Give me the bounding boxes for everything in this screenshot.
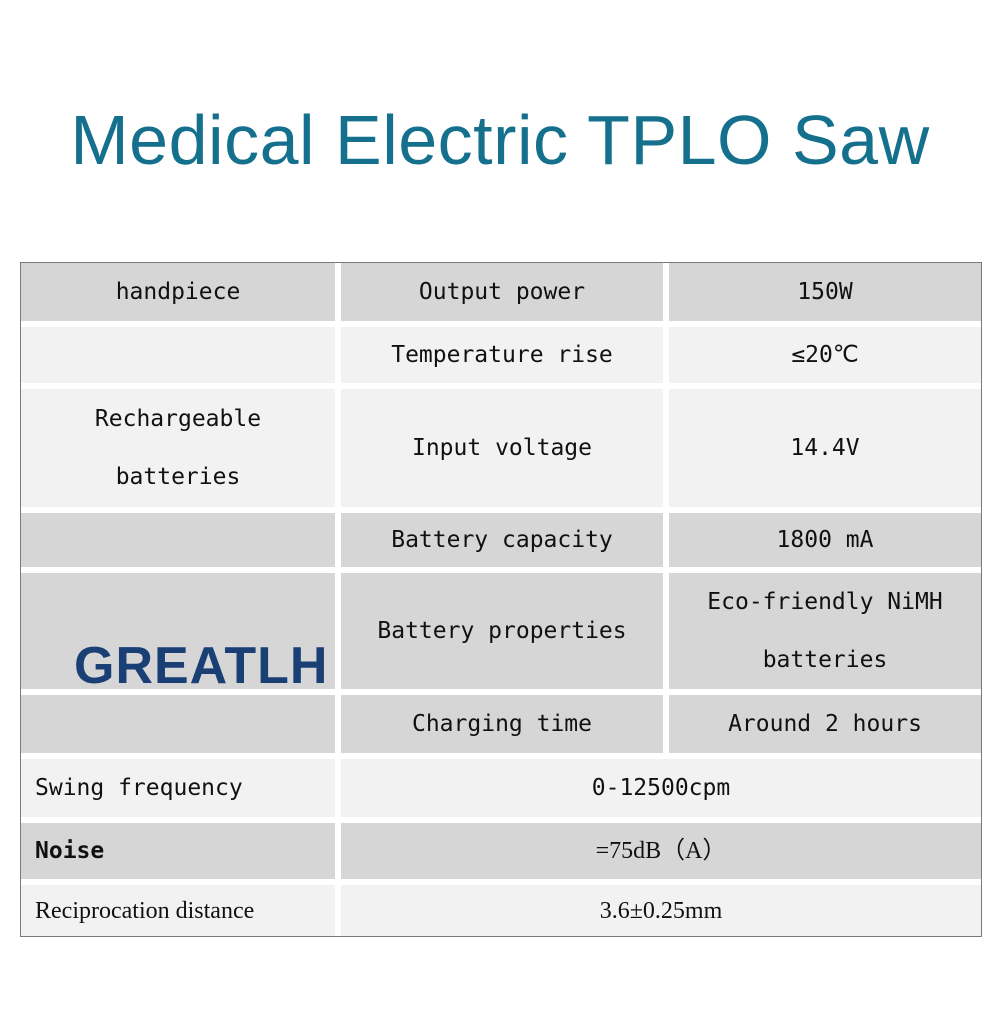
empty-cell: [21, 513, 335, 567]
brand-cell: [21, 573, 335, 689]
properties-line-1: Eco-friendly NiMH: [707, 589, 943, 615]
brand-logo: GREATLH: [74, 637, 329, 695]
input-voltage-label: Input voltage: [341, 389, 663, 507]
noise-value: =75dB（A）: [341, 823, 981, 879]
battery-capacity-value: 1800 mA: [669, 513, 981, 567]
swing-frequency-value: 0-12500cpm: [341, 759, 981, 817]
reciprocation-label: Reciprocation distance: [21, 885, 335, 936]
noise-label: Noise: [21, 823, 335, 879]
battery-properties-label: Battery properties: [341, 573, 663, 689]
charging-time-label: Charging time: [341, 695, 663, 753]
charging-time-value: Around 2 hours: [669, 695, 981, 753]
battery-properties-value: Eco-friendly NiMH batteries: [669, 573, 981, 689]
page-title: Medical Electric TPLO Saw: [70, 101, 930, 179]
rechargeable-batteries-label: Rechargeable batteries: [21, 389, 335, 507]
battery-capacity-label: Battery capacity: [341, 513, 663, 567]
batteries-line: batteries: [115, 464, 241, 490]
empty-cell: [21, 695, 335, 753]
properties-line-2: batteries: [762, 647, 888, 673]
rechargeable-line: Rechargeable: [94, 406, 262, 432]
output-power-value: 150W: [669, 263, 981, 321]
reciprocation-value: 3.6±0.25mm: [341, 885, 981, 936]
output-power-label: Output power: [341, 263, 663, 321]
temperature-rise-label: Temperature rise: [341, 327, 663, 383]
input-voltage-value: 14.4V: [669, 389, 981, 507]
handpiece-label: handpiece: [21, 263, 335, 321]
empty-cell: [21, 327, 335, 383]
temperature-rise-value: ≤20℃: [669, 327, 981, 383]
swing-frequency-label: Swing frequency: [21, 759, 335, 817]
spec-table: handpiece Output power 150W Temperature …: [20, 262, 982, 937]
